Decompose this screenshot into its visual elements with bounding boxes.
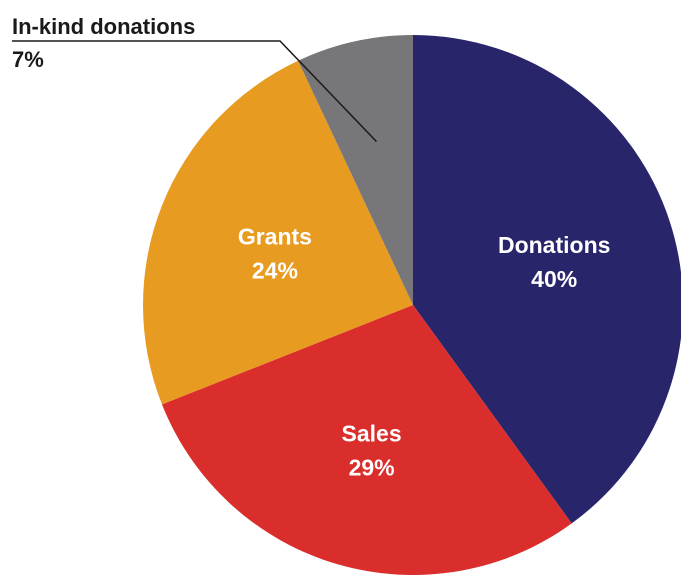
pie-slices [143,35,681,575]
pie-slice-grants [143,60,414,405]
slice-value-grants: 24% [252,257,298,283]
slice-labels: Donations 40% Sales 29% Grants 24% In-kind don… [12,14,610,481]
leader-line-in-kind-donations [12,40,378,143]
slice-label-donations: Donations [498,232,610,258]
slice-label-grants: Grants [238,223,312,249]
slice-label-sales: Sales [342,421,402,447]
pie-slice-sales [161,305,572,575]
pie-slice-in-kind-donations [298,35,413,305]
pie-slice-donations [413,35,681,524]
slice-label-in-kind-donations: In-kind donations [12,14,195,39]
slice-value-in-kind-donations: 7% [12,47,44,72]
leader-lines [12,40,378,143]
slice-value-donations: 40% [531,266,577,292]
slice-value-sales: 29% [349,455,395,481]
